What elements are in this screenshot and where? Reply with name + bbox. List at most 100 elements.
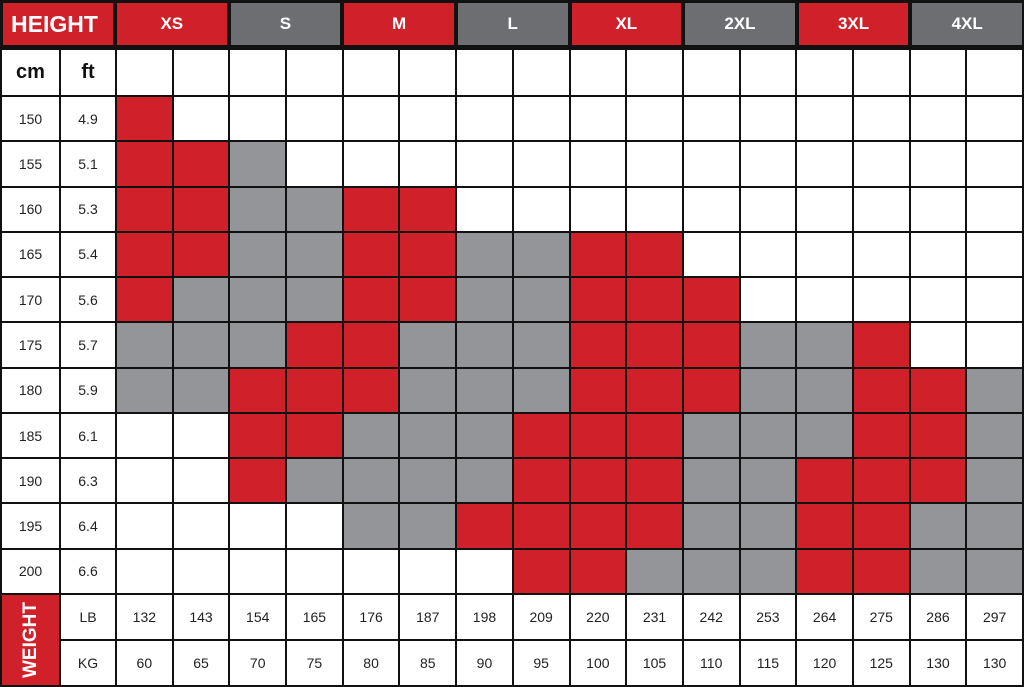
blank-cell	[967, 50, 1022, 95]
weight-kg: 130	[910, 641, 966, 685]
fit-cell	[400, 97, 456, 141]
fit-cell	[967, 142, 1022, 186]
fit-cell	[230, 142, 286, 186]
fit-cell	[230, 504, 286, 548]
fit-cell	[117, 97, 172, 141]
fit-cell	[117, 142, 172, 186]
fit-cell	[853, 97, 909, 141]
size-header-xl: XL	[571, 3, 682, 45]
fit-cell	[797, 278, 852, 322]
fit-cell	[797, 549, 852, 593]
fit-cell	[287, 459, 342, 503]
height-cm: 150	[2, 97, 59, 141]
fit-cell	[457, 413, 512, 458]
fit-cell	[287, 323, 342, 367]
fit-cell	[400, 368, 456, 412]
fit-cell	[967, 368, 1022, 412]
blank-cell	[400, 50, 456, 95]
fit-cell	[400, 504, 456, 548]
fit-cell	[117, 187, 172, 231]
fit-cell	[173, 413, 229, 458]
height-ft: 4.9	[61, 97, 115, 141]
fit-cell	[173, 368, 229, 412]
weight-kg: 100	[570, 641, 626, 685]
lb-label: LB	[61, 595, 115, 639]
fit-cell	[740, 142, 796, 186]
blank-cell	[117, 50, 172, 95]
fit-cell	[797, 504, 852, 548]
fit-cell	[683, 142, 739, 186]
fit-cell	[230, 323, 286, 367]
fit-cell	[967, 187, 1022, 231]
weight-kg: 75	[287, 641, 342, 685]
height-ft: 5.9	[61, 368, 115, 412]
fit-cell	[230, 97, 286, 141]
fit-cell	[513, 368, 569, 412]
fit-cell	[287, 413, 342, 458]
weight-lb: 132	[117, 595, 172, 639]
size-header-4xl: 4XL	[912, 3, 1022, 45]
height-ft: 6.4	[61, 504, 115, 548]
fit-cell	[967, 413, 1022, 458]
fit-cell	[797, 459, 852, 503]
height-cm: 175	[2, 323, 59, 367]
fit-cell	[967, 232, 1022, 277]
fit-cell	[627, 97, 682, 141]
fit-cell	[117, 323, 172, 367]
fit-cell	[797, 323, 852, 367]
blank-cell	[173, 50, 229, 95]
fit-cell	[343, 142, 399, 186]
height-ft: 5.3	[61, 187, 115, 231]
fit-cell	[117, 278, 172, 322]
blank-cell	[457, 50, 512, 95]
blank-cell	[740, 50, 796, 95]
fit-cell	[513, 413, 569, 458]
fit-cell	[570, 323, 626, 367]
fit-cell	[513, 459, 569, 503]
fit-cell	[740, 413, 796, 458]
fit-cell	[230, 232, 286, 277]
weight-lb: 198	[457, 595, 512, 639]
fit-cell	[230, 187, 286, 231]
fit-cell	[683, 504, 739, 548]
fit-cell	[740, 97, 796, 141]
fit-cell	[967, 278, 1022, 322]
fit-cell	[570, 549, 626, 593]
fit-cell	[627, 323, 682, 367]
weight-kg: 120	[797, 641, 852, 685]
fit-cell	[740, 278, 796, 322]
fit-cell	[287, 368, 342, 412]
fit-cell	[343, 323, 399, 367]
fit-cell	[287, 232, 342, 277]
fit-cell	[513, 549, 569, 593]
fit-cell	[683, 413, 739, 458]
fit-cell	[853, 278, 909, 322]
fit-cell	[343, 368, 399, 412]
fit-cell	[400, 187, 456, 231]
fit-cell	[967, 323, 1022, 367]
fit-cell	[910, 549, 966, 593]
fit-cell	[513, 232, 569, 277]
fit-cell	[683, 232, 739, 277]
fit-cell	[853, 323, 909, 367]
fit-cell	[627, 232, 682, 277]
height-cm: 170	[2, 278, 59, 322]
fit-cell	[287, 142, 342, 186]
weight-kg: 90	[457, 641, 512, 685]
fit-cell	[117, 368, 172, 412]
fit-cell	[513, 187, 569, 231]
fit-cell	[117, 549, 172, 593]
weight-kg: 85	[400, 641, 456, 685]
fit-cell	[513, 323, 569, 367]
fit-cell	[627, 413, 682, 458]
fit-cell	[230, 459, 286, 503]
blank-cell	[797, 50, 852, 95]
fit-cell	[570, 187, 626, 231]
fit-cell	[570, 97, 626, 141]
fit-cell	[967, 97, 1022, 141]
blank-cell	[570, 50, 626, 95]
fit-cell	[967, 459, 1022, 503]
fit-cell	[457, 97, 512, 141]
blank-cell	[683, 50, 739, 95]
ft-header: ft	[61, 50, 115, 95]
